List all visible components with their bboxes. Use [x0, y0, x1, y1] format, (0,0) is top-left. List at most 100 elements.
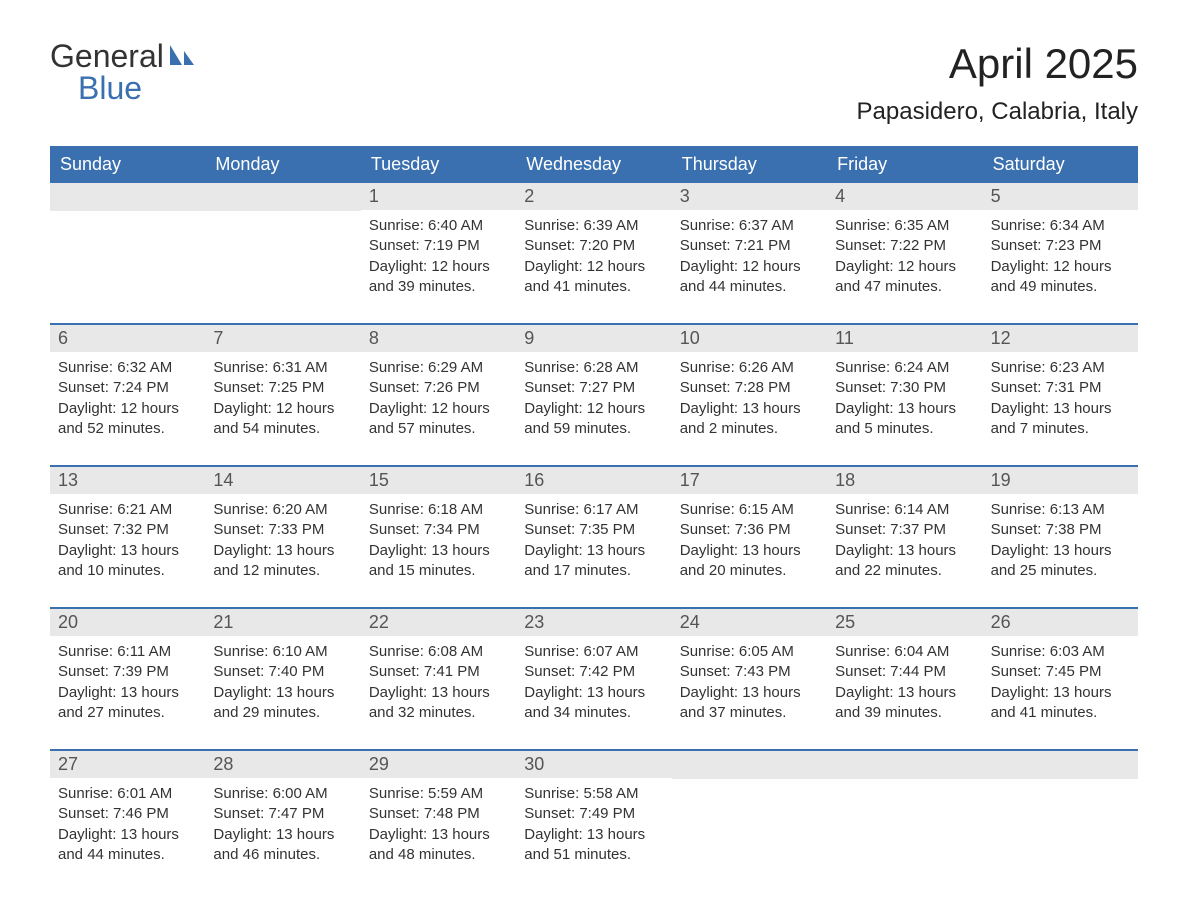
- day-line: Daylight: 12 hours and 52 minutes.: [58, 399, 197, 440]
- day-number: 3: [672, 183, 827, 210]
- day-cell: [983, 751, 1138, 871]
- day-line: Daylight: 13 hours and 12 minutes.: [213, 541, 352, 582]
- day-line: Daylight: 13 hours and 39 minutes.: [835, 683, 974, 724]
- day-line: Sunrise: 6:13 AM: [991, 500, 1130, 520]
- day-content: Sunrise: 6:21 AMSunset: 7:32 PMDaylight:…: [50, 494, 205, 587]
- day-cell: 23Sunrise: 6:07 AMSunset: 7:42 PMDayligh…: [516, 609, 671, 729]
- day-cell: 1Sunrise: 6:40 AMSunset: 7:19 PMDaylight…: [361, 183, 516, 303]
- day-header: Tuesday: [361, 146, 516, 183]
- day-line: Daylight: 13 hours and 44 minutes.: [58, 825, 197, 866]
- day-cell: 22Sunrise: 6:08 AMSunset: 7:41 PMDayligh…: [361, 609, 516, 729]
- day-number: 22: [361, 609, 516, 636]
- day-line: Sunset: 7:28 PM: [680, 378, 819, 398]
- day-line: Sunset: 7:40 PM: [213, 662, 352, 682]
- day-cell: [50, 183, 205, 303]
- weeks-container: 1Sunrise: 6:40 AMSunset: 7:19 PMDaylight…: [50, 183, 1138, 871]
- day-cell: 5Sunrise: 6:34 AMSunset: 7:23 PMDaylight…: [983, 183, 1138, 303]
- day-line: Sunset: 7:37 PM: [835, 520, 974, 540]
- day-line: Sunset: 7:43 PM: [680, 662, 819, 682]
- week-row: 6Sunrise: 6:32 AMSunset: 7:24 PMDaylight…: [50, 323, 1138, 445]
- day-content: Sunrise: 6:31 AMSunset: 7:25 PMDaylight:…: [205, 352, 360, 445]
- day-number: [672, 751, 827, 779]
- day-line: Daylight: 13 hours and 29 minutes.: [213, 683, 352, 724]
- day-content: Sunrise: 6:37 AMSunset: 7:21 PMDaylight:…: [672, 210, 827, 303]
- day-content: Sunrise: 6:04 AMSunset: 7:44 PMDaylight:…: [827, 636, 982, 729]
- day-line: Sunrise: 6:07 AM: [524, 642, 663, 662]
- day-line: Sunrise: 6:01 AM: [58, 784, 197, 804]
- day-line: Sunrise: 6:35 AM: [835, 216, 974, 236]
- day-line: Sunrise: 6:21 AM: [58, 500, 197, 520]
- day-line: Daylight: 12 hours and 57 minutes.: [369, 399, 508, 440]
- day-header: Monday: [205, 146, 360, 183]
- day-number: 13: [50, 467, 205, 494]
- day-line: Daylight: 13 hours and 41 minutes.: [991, 683, 1130, 724]
- sail-icon: [168, 43, 198, 71]
- day-line: Sunset: 7:36 PM: [680, 520, 819, 540]
- day-line: Daylight: 12 hours and 41 minutes.: [524, 257, 663, 298]
- day-cell: 27Sunrise: 6:01 AMSunset: 7:46 PMDayligh…: [50, 751, 205, 871]
- day-line: Sunset: 7:24 PM: [58, 378, 197, 398]
- day-number: 16: [516, 467, 671, 494]
- day-number: 21: [205, 609, 360, 636]
- day-cell: 28Sunrise: 6:00 AMSunset: 7:47 PMDayligh…: [205, 751, 360, 871]
- day-line: Sunset: 7:25 PM: [213, 378, 352, 398]
- day-line: Daylight: 12 hours and 39 minutes.: [369, 257, 508, 298]
- day-line: Sunrise: 6:39 AM: [524, 216, 663, 236]
- day-number: 9: [516, 325, 671, 352]
- day-cell: 2Sunrise: 6:39 AMSunset: 7:20 PMDaylight…: [516, 183, 671, 303]
- day-line: Daylight: 12 hours and 44 minutes.: [680, 257, 819, 298]
- day-number: 19: [983, 467, 1138, 494]
- day-cell: 13Sunrise: 6:21 AMSunset: 7:32 PMDayligh…: [50, 467, 205, 587]
- day-line: Sunset: 7:35 PM: [524, 520, 663, 540]
- day-number: 17: [672, 467, 827, 494]
- day-line: Daylight: 13 hours and 10 minutes.: [58, 541, 197, 582]
- day-line: Sunrise: 6:04 AM: [835, 642, 974, 662]
- day-line: Sunrise: 6:29 AM: [369, 358, 508, 378]
- day-line: Sunrise: 6:00 AM: [213, 784, 352, 804]
- day-line: Sunset: 7:48 PM: [369, 804, 508, 824]
- day-line: Sunrise: 5:58 AM: [524, 784, 663, 804]
- day-line: Daylight: 13 hours and 25 minutes.: [991, 541, 1130, 582]
- week-row: 20Sunrise: 6:11 AMSunset: 7:39 PMDayligh…: [50, 607, 1138, 729]
- day-line: Daylight: 13 hours and 7 minutes.: [991, 399, 1130, 440]
- day-cell: 20Sunrise: 6:11 AMSunset: 7:39 PMDayligh…: [50, 609, 205, 729]
- day-line: Sunset: 7:30 PM: [835, 378, 974, 398]
- day-line: Daylight: 13 hours and 5 minutes.: [835, 399, 974, 440]
- day-cell: 4Sunrise: 6:35 AMSunset: 7:22 PMDaylight…: [827, 183, 982, 303]
- day-content: Sunrise: 6:17 AMSunset: 7:35 PMDaylight:…: [516, 494, 671, 587]
- day-content: Sunrise: 6:28 AMSunset: 7:27 PMDaylight:…: [516, 352, 671, 445]
- day-number: 5: [983, 183, 1138, 210]
- day-content: Sunrise: 6:07 AMSunset: 7:42 PMDaylight:…: [516, 636, 671, 729]
- day-line: Sunrise: 6:14 AM: [835, 500, 974, 520]
- day-content: Sunrise: 6:01 AMSunset: 7:46 PMDaylight:…: [50, 778, 205, 871]
- day-number: 11: [827, 325, 982, 352]
- day-content: Sunrise: 6:15 AMSunset: 7:36 PMDaylight:…: [672, 494, 827, 587]
- day-line: Sunset: 7:45 PM: [991, 662, 1130, 682]
- day-line: Sunrise: 6:31 AM: [213, 358, 352, 378]
- day-line: Sunrise: 6:11 AM: [58, 642, 197, 662]
- day-header: Friday: [827, 146, 982, 183]
- day-number: 29: [361, 751, 516, 778]
- month-title: April 2025: [857, 40, 1138, 88]
- day-line: Sunset: 7:20 PM: [524, 236, 663, 256]
- day-line: Sunrise: 5:59 AM: [369, 784, 508, 804]
- day-number: [827, 751, 982, 779]
- day-content: Sunrise: 6:00 AMSunset: 7:47 PMDaylight:…: [205, 778, 360, 871]
- day-line: Sunrise: 6:17 AM: [524, 500, 663, 520]
- day-number: 6: [50, 325, 205, 352]
- day-line: Daylight: 13 hours and 20 minutes.: [680, 541, 819, 582]
- day-line: Sunset: 7:27 PM: [524, 378, 663, 398]
- day-line: Sunrise: 6:15 AM: [680, 500, 819, 520]
- day-headers-row: SundayMondayTuesdayWednesdayThursdayFrid…: [50, 146, 1138, 183]
- logo-text-blue: Blue: [78, 72, 198, 104]
- week-row: 13Sunrise: 6:21 AMSunset: 7:32 PMDayligh…: [50, 465, 1138, 587]
- day-content: Sunrise: 6:18 AMSunset: 7:34 PMDaylight:…: [361, 494, 516, 587]
- day-content: Sunrise: 6:03 AMSunset: 7:45 PMDaylight:…: [983, 636, 1138, 729]
- calendar: SundayMondayTuesdayWednesdayThursdayFrid…: [50, 146, 1138, 871]
- day-content: Sunrise: 5:58 AMSunset: 7:49 PMDaylight:…: [516, 778, 671, 871]
- day-content: Sunrise: 6:23 AMSunset: 7:31 PMDaylight:…: [983, 352, 1138, 445]
- day-number: 10: [672, 325, 827, 352]
- day-cell: 16Sunrise: 6:17 AMSunset: 7:35 PMDayligh…: [516, 467, 671, 587]
- day-cell: 3Sunrise: 6:37 AMSunset: 7:21 PMDaylight…: [672, 183, 827, 303]
- day-cell: 30Sunrise: 5:58 AMSunset: 7:49 PMDayligh…: [516, 751, 671, 871]
